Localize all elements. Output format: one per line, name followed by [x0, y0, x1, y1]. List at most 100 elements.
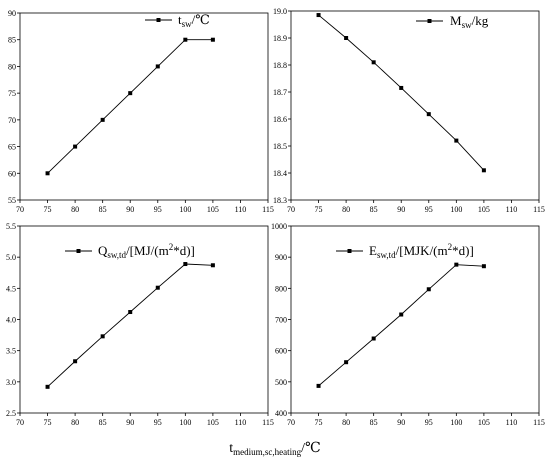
x-tick-label: 115: [533, 418, 545, 427]
y-tick-label: 18.3: [273, 196, 287, 205]
chart-panel-4: 70 75 80 85 90 95 100 105 110 115 400 500 600 700 800 9…: [271, 222, 545, 427]
x-tick-label: 90: [126, 205, 134, 214]
x-tick-label: 75: [315, 205, 323, 214]
data-point: [128, 310, 133, 315]
plot-frame: [290, 10, 540, 201]
data-point: [100, 334, 105, 339]
y-tick-label: 2.5: [6, 409, 16, 418]
data-point: [100, 117, 105, 122]
x-tick-label: 90: [126, 418, 134, 427]
data-point: [399, 312, 404, 317]
x-tick-label: 105: [207, 205, 219, 214]
chart-panel-3: 70 75 80 85 90 95 100 105 110 115 2.5 3.0 3.5 4.0 4.5 5…: [6, 222, 274, 427]
y-tick-label: 85: [8, 36, 16, 45]
legend: tsw/℃: [145, 12, 210, 29]
x-tick-label: 90: [397, 205, 405, 214]
x-tick-label: 75: [44, 205, 52, 214]
x-tick-label: 75: [315, 418, 323, 427]
legend-label: Qsw,td/[MJ/(m2*d)]: [98, 242, 195, 260]
legend-marker: [76, 249, 81, 253]
series-line: [318, 264, 484, 387]
y-tick-label: 700: [275, 316, 287, 325]
x-tick-label: 100: [450, 418, 462, 427]
x-tick-label: 95: [154, 205, 162, 214]
data-point: [426, 287, 431, 292]
legend-marker: [347, 249, 352, 253]
x-tick-label: 115: [533, 205, 545, 214]
x-tick-label: 100: [450, 205, 462, 214]
y-tick-label: 70: [8, 116, 16, 125]
x-tick-label: 70: [287, 418, 295, 427]
series-line: [47, 39, 213, 174]
data-point: [316, 383, 321, 388]
x-tick-label: 110: [506, 418, 518, 427]
legend: Esw,td/[MJK/(m2*d)]: [336, 242, 474, 260]
y-tick-label: 19.0: [273, 7, 287, 16]
legend-label: tsw/℃: [178, 12, 210, 29]
x-tick-label: 110: [235, 205, 247, 214]
data-point: [454, 262, 459, 267]
y-tick-label: 18.6: [273, 115, 287, 124]
x-tick-label: 70: [287, 205, 295, 214]
legend-label: Msw/kg: [450, 13, 489, 30]
y-tick-label: 80: [8, 62, 16, 71]
x-axis-label: tmedium,sc,heating/℃: [229, 441, 320, 457]
x-tick-label: 85: [370, 418, 378, 427]
y-tick-label: 800: [275, 284, 287, 293]
data-point: [128, 91, 133, 96]
series-line: [47, 263, 213, 388]
x-tick-label: 80: [342, 205, 350, 214]
data-point: [371, 60, 376, 65]
data-point: [481, 168, 486, 173]
y-tick-label: 3.0: [6, 378, 16, 387]
y-tick-label: 4.0: [6, 316, 16, 325]
x-tick-label: 95: [154, 418, 162, 427]
chart-panel-1: 70 75 80 85 90 95 100 105 110 115 55 60 65 70 75 80 85 90…: [8, 9, 274, 214]
x-tick-label: 80: [71, 205, 79, 214]
x-tick-label: 75: [44, 418, 52, 427]
x-tick-label: 105: [207, 418, 219, 427]
plot-frame: [19, 12, 269, 201]
y-tick-label: 5.5: [6, 222, 16, 231]
legend: Msw/kg: [416, 13, 489, 30]
x-tick-label: 95: [425, 205, 433, 214]
chart-panel-2: 70 75 80 85 90 95 100 105 110 115 18.3 18.4 18.5 18.6…: [273, 7, 545, 214]
x-tick-label: 70: [16, 418, 24, 427]
x-tick-label: 100: [179, 418, 191, 427]
y-tick-label: 18.8: [273, 61, 287, 70]
data-point: [426, 112, 431, 117]
x-tick-label: 85: [99, 205, 107, 214]
data-point: [183, 37, 188, 42]
data-point: [481, 264, 486, 269]
x-tick-label: 100: [179, 205, 191, 214]
legend-marker: [156, 18, 161, 22]
y-tick-label: 4.5: [6, 284, 16, 293]
data-point: [316, 13, 321, 18]
y-tick-label: 5.0: [6, 253, 16, 262]
x-tick-label: 80: [71, 418, 79, 427]
y-tick-label: 600: [275, 347, 287, 356]
data-point: [183, 262, 188, 267]
data-point: [344, 360, 349, 365]
x-tick-label: 90: [397, 418, 405, 427]
x-tick-label: 95: [425, 418, 433, 427]
x-tick-label: 80: [342, 418, 350, 427]
legend: Qsw,td/[MJ/(m2*d)]: [65, 242, 195, 260]
series-line: [318, 14, 485, 171]
y-tick-label: 18.9: [273, 34, 287, 43]
data-point: [210, 37, 215, 42]
y-tick-label: 1000: [271, 222, 287, 231]
x-tick-label: 70: [16, 205, 24, 214]
data-point: [454, 138, 459, 143]
x-tick-label: 110: [235, 418, 247, 427]
x-tick-label: 110: [506, 205, 518, 214]
data-point: [45, 384, 50, 389]
y-tick-label: 65: [8, 143, 16, 152]
y-tick-label: 60: [8, 169, 16, 178]
y-tick-label: 55: [8, 196, 16, 205]
x-tick-label: 105: [478, 418, 490, 427]
data-point: [45, 171, 50, 176]
x-tick-label: 85: [370, 205, 378, 214]
data-point: [210, 263, 215, 268]
